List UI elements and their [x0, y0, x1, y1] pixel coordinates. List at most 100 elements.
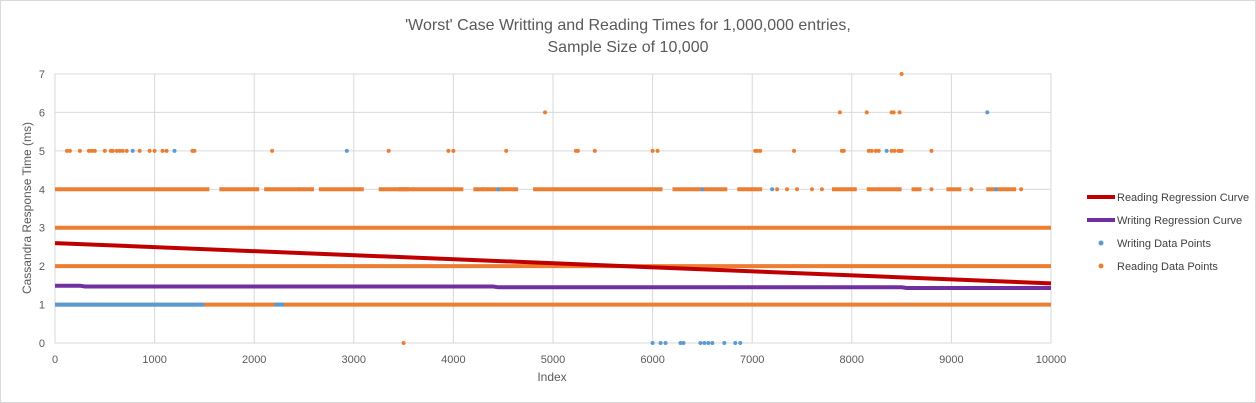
- data-point: [775, 187, 780, 192]
- data-point: [117, 148, 122, 153]
- x-tick-label: 10000: [1036, 354, 1067, 366]
- data-point: [792, 148, 797, 153]
- data-point: [160, 148, 165, 153]
- x-tick-label: 4000: [441, 354, 465, 366]
- data-point: [841, 148, 846, 153]
- regression-line: [55, 283, 1051, 290]
- x-axis-title: Index: [537, 370, 566, 384]
- x-tick-label: 1000: [142, 354, 166, 366]
- data-point: [130, 148, 135, 153]
- data-point: [698, 341, 703, 345]
- chart-title-line-1: 'Worst' Case Writting and Reading Times …: [405, 17, 851, 34]
- x-tick-label: 2000: [242, 354, 266, 366]
- y-tick-label: 0: [39, 338, 45, 350]
- data-point: [575, 148, 580, 153]
- data-point: [884, 148, 889, 153]
- legend-label: Reading Regression Curve: [1117, 192, 1249, 204]
- data-point: [929, 187, 934, 192]
- data-point: [837, 110, 842, 115]
- data-point: [929, 148, 934, 153]
- data-point: [809, 187, 814, 192]
- data-point: [866, 148, 871, 153]
- legend-label: Writing Data Points: [1117, 238, 1211, 250]
- legend-label: Writing Regression Curve: [1117, 215, 1242, 227]
- data-point: [120, 148, 125, 153]
- data-point: [147, 148, 152, 153]
- data-point: [864, 110, 869, 115]
- data-point: [137, 148, 142, 153]
- data-point: [681, 341, 686, 345]
- data-point: [650, 148, 655, 153]
- data-point: [969, 187, 974, 192]
- x-tick-label: 0: [52, 354, 58, 366]
- y-tick-label: 2: [39, 261, 45, 273]
- data-points: [64, 72, 1024, 345]
- chart-title-line-2: Sample Size of 10,000: [548, 39, 709, 56]
- x-tick-label: 7000: [740, 354, 764, 366]
- data-point: [733, 341, 738, 345]
- data-point: [172, 148, 177, 153]
- y-tick-label: 3: [39, 223, 45, 235]
- regression-lines: [54, 241, 1052, 290]
- data-point: [819, 187, 824, 192]
- data-point: [386, 148, 391, 153]
- y-tick-label: 4: [39, 184, 45, 196]
- data-point: [114, 148, 119, 153]
- data-point: [658, 341, 663, 345]
- data-point: [785, 187, 790, 192]
- y-tick-label: 5: [39, 146, 45, 158]
- y-tick-label: 6: [39, 107, 45, 119]
- data-point: [755, 148, 760, 153]
- y-tick-label: 1: [39, 300, 45, 312]
- data-point: [663, 341, 668, 345]
- data-point: [738, 341, 743, 345]
- data-point: [700, 187, 705, 192]
- y-axis-title: Cassandra Response Time (ms): [20, 122, 34, 294]
- data-point: [655, 148, 660, 153]
- data-point: [67, 148, 72, 153]
- data-point: [770, 187, 775, 192]
- data-point: [86, 148, 91, 153]
- data-point: [889, 148, 894, 153]
- data-point: [451, 148, 456, 153]
- x-tick-labels: 0 1000 2000 3000 4000 5000 6000 7000 8000 9000 100…: [52, 354, 1066, 366]
- data-point: [344, 148, 349, 153]
- data-point: [401, 341, 406, 345]
- x-tick-label: 9000: [939, 354, 963, 366]
- data-point: [192, 148, 197, 153]
- data-point: [722, 341, 727, 345]
- data-point: [92, 148, 97, 153]
- data-point: [297, 187, 302, 192]
- data-point: [650, 341, 655, 345]
- data-point: [795, 187, 800, 192]
- data-point: [89, 148, 94, 153]
- data-point: [481, 187, 486, 192]
- data-point: [702, 341, 707, 345]
- data-point: [994, 187, 999, 192]
- data-point: [124, 148, 129, 153]
- data-point: [897, 110, 902, 115]
- data-point: [891, 110, 896, 115]
- x-tick-label: 6000: [640, 354, 664, 366]
- legend-swatch: [1098, 240, 1104, 246]
- data-point: [1019, 187, 1024, 192]
- y-tick-labels: 0 1 2 3 4 5 6 7: [39, 69, 45, 350]
- data-point: [411, 187, 416, 192]
- data-point: [110, 148, 115, 153]
- data-point: [592, 148, 597, 153]
- data-point: [876, 148, 881, 153]
- data-point: [164, 148, 169, 153]
- data-point: [873, 148, 878, 153]
- regression-line: [54, 241, 1052, 286]
- x-tick-label: 8000: [840, 354, 864, 366]
- data-point: [77, 148, 82, 153]
- x-tick-label: 5000: [541, 354, 565, 366]
- legend: Reading Regression Curve Writing Regressi…: [1087, 192, 1249, 273]
- data-point: [504, 148, 509, 153]
- data-point: [892, 148, 897, 153]
- data-point: [869, 148, 874, 153]
- legend-label: Reading Data Points: [1117, 261, 1218, 273]
- data-point: [496, 187, 501, 192]
